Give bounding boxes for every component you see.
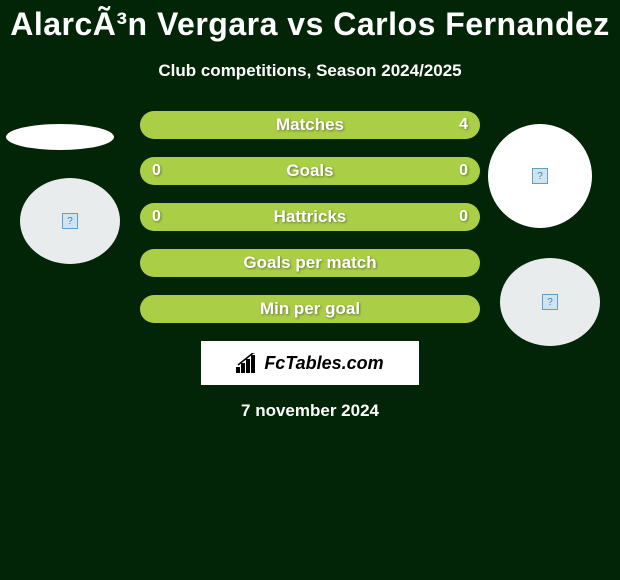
placeholder-icon: ? xyxy=(542,294,558,310)
stat-row-min-per-goal: Min per goal xyxy=(140,295,480,323)
right-avatar-circle-bottom: ? xyxy=(500,258,600,346)
brand-inner: FcTables.com xyxy=(236,353,383,374)
footer-date: 7 november 2024 xyxy=(0,401,620,421)
page-title: AlarcÃ³n Vergara vs Carlos Fernandez xyxy=(0,0,620,43)
stat-row-matches: Matches 4 xyxy=(140,111,480,139)
stat-label: Min per goal xyxy=(260,299,360,319)
stats-container: Matches 4 0 Goals 0 0 Hattricks 0 Goals … xyxy=(140,111,480,323)
left-avatar-circle: ? xyxy=(20,178,120,264)
bars-icon xyxy=(236,353,260,373)
stat-right-value: 4 xyxy=(459,116,468,134)
placeholder-icon: ? xyxy=(62,213,78,229)
placeholder-icon: ? xyxy=(532,168,548,184)
brand-text: FcTables.com xyxy=(264,353,383,374)
stat-right-value: 0 xyxy=(459,208,468,226)
stat-left-value: 0 xyxy=(152,208,161,226)
stat-row-hattricks: 0 Hattricks 0 xyxy=(140,203,480,231)
stat-label: Matches xyxy=(276,115,344,135)
stat-row-goals: 0 Goals 0 xyxy=(140,157,480,185)
branding-box: FcTables.com xyxy=(201,341,419,385)
stat-left-value: 0 xyxy=(152,162,161,180)
page-subtitle: Club competitions, Season 2024/2025 xyxy=(0,61,620,81)
stat-right-value: 0 xyxy=(459,162,468,180)
stat-label: Goals per match xyxy=(243,253,376,273)
stat-label: Goals xyxy=(286,161,333,181)
stat-label: Hattricks xyxy=(274,207,347,227)
right-avatar-circle-top: ? xyxy=(488,124,592,228)
stat-row-goals-per-match: Goals per match xyxy=(140,249,480,277)
left-ellipse-decoration xyxy=(6,124,114,150)
